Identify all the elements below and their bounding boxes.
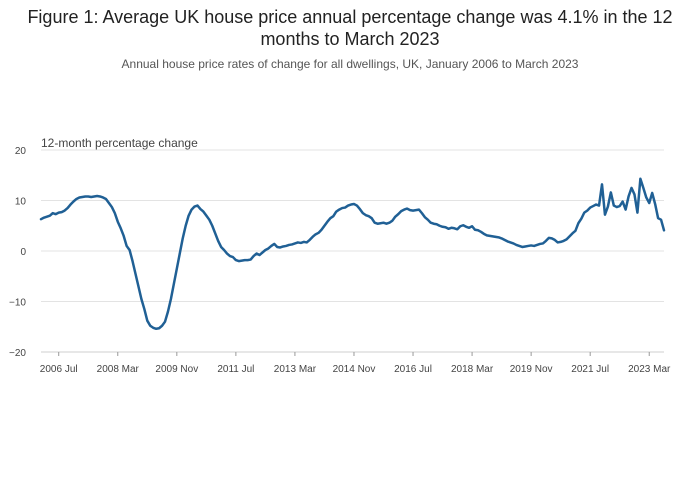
x-tick-label: 2021 Jul [571,364,609,375]
x-axis-ticks: 2006 Jul 2008 Mar 2009 Nov 2011 Jul 2013 Mar… [40,351,671,375]
x-tick-label: 2018 Mar [451,364,494,375]
y-tick-label: 0 [20,247,26,258]
x-tick-label: 2009 Nov [155,364,198,375]
x-tick-label: 2013 Mar [274,364,317,375]
y-tick-label: −10 [9,298,26,309]
x-tick-label: 2016 Jul [394,364,432,375]
x-tick-label: 2008 Mar [97,364,140,375]
x-tick-label: 2019 Nov [510,364,553,375]
x-tick-label: 2011 Jul [217,364,254,375]
y-axis-ticks: 20 10 0 −10 −20 [9,146,26,359]
series-line [39,177,666,331]
x-tick-label: 2006 Jul [40,364,78,375]
y-tick-label: 20 [15,146,27,157]
y-tick-label: 10 [15,197,27,208]
x-tick-label: 2014 Nov [333,364,376,375]
x-tick-label: 2023 Mar [628,364,671,375]
chart-subtitle: Annual house price rates of change for a… [121,57,579,71]
series-group [39,177,666,331]
chart-title: Figure 1: Average UK house price annual … [27,7,673,49]
gridlines [41,149,664,353]
y-axis-label: 12-month percentage change [41,136,198,150]
y-tick-label: −20 [9,348,26,359]
